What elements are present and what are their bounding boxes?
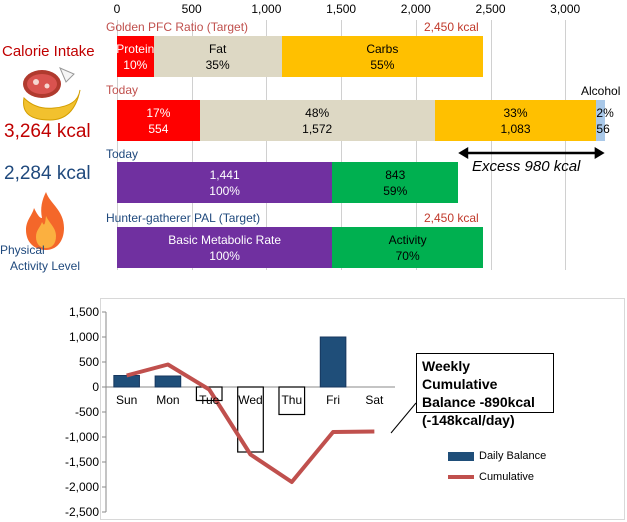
x-category-label: Mon xyxy=(156,393,179,407)
bar-segment: Basic Metabolic Rate 100% xyxy=(117,227,333,268)
x-tick-label: 0 xyxy=(113,2,121,16)
row-total-label: 2,450 kcal xyxy=(424,211,479,225)
weekly-cumulative-callout: Weekly Cumulative Balance -890kcal (-148… xyxy=(416,353,554,428)
bar-segment: Protein 10% xyxy=(116,36,155,77)
x-category-label: Tue xyxy=(199,393,220,407)
physical-activity-label: Physical Activity Level xyxy=(0,242,80,274)
intake-kcal: 3,264 kcal xyxy=(4,121,91,142)
flame-icon xyxy=(26,192,64,250)
legend-cumulative: Cumulative xyxy=(448,471,534,483)
weekly-chart-frame xyxy=(100,298,625,520)
segment-label-top: 2% xyxy=(596,105,614,120)
bar-segment: Fat 35% xyxy=(153,36,282,77)
x-tick-label: 1,000 xyxy=(251,2,282,16)
segment-label-bottom: 35% xyxy=(205,57,230,72)
segment-label-top: 843 xyxy=(385,167,406,182)
segment-label-top: Basic Metabolic Rate xyxy=(168,232,281,247)
x-gridline xyxy=(490,20,492,270)
segment-label-top: 1,441 xyxy=(209,167,240,182)
bar-segment: 843 59% xyxy=(332,162,459,203)
y-tick-label: -1,000 xyxy=(65,430,99,444)
x-category-label: Fri xyxy=(326,393,340,407)
legend-daily-balance-swatch xyxy=(448,451,474,461)
row-title: Today xyxy=(106,83,139,97)
callout-pointer xyxy=(390,402,417,434)
row-title: Today xyxy=(106,147,139,161)
x-gridline xyxy=(266,20,268,270)
segment-label-bottom: 10% xyxy=(123,57,148,72)
x-tick-label: 3,000 xyxy=(550,2,581,16)
segment-label-top: 48% xyxy=(305,105,330,120)
weekly-balance-chart: 1,500 1,000 500 0 -500 -1,000 -1,500 -2,000 -2,5… xyxy=(65,305,417,519)
daily-balance-bar xyxy=(154,375,182,388)
segment-label-top: 33% xyxy=(503,105,528,120)
x-category-label: Sun xyxy=(116,393,137,407)
bar-segment: Carbs 55% xyxy=(281,36,484,77)
excess-arrow-head xyxy=(458,147,469,159)
pfc-horizontal-chart: 0 500 1,000 1,500 2,000 2,500 3,000 Golden PFC … xyxy=(106,2,621,270)
segment-label-bottom: 59% xyxy=(383,183,408,198)
calorie-intake-label: Calorie Intake xyxy=(2,43,95,60)
y-tick-label: 0 xyxy=(92,380,99,394)
bar-segment: 17% 554 xyxy=(117,100,200,141)
x-gridline xyxy=(117,20,118,270)
segment-label-bottom: 1,083 xyxy=(500,121,531,136)
x-category-label: Thu xyxy=(281,393,302,407)
segment-label-top: Carbs xyxy=(366,41,399,56)
segment-label-bottom: 100% xyxy=(209,183,240,198)
x-gridline xyxy=(415,20,417,270)
legend-cumulative-label: Cumulative xyxy=(479,471,535,483)
excess-arrow-head xyxy=(594,147,605,159)
daily-balance-bar xyxy=(113,375,140,388)
legend-daily-balance: Daily Balance xyxy=(448,450,546,462)
excess-arrow xyxy=(458,147,605,159)
segment-label-bottom: 70% xyxy=(395,248,420,263)
y-tick-label: 1,500 xyxy=(69,305,99,319)
x-tick-label: 2,500 xyxy=(475,2,506,16)
x-gridline xyxy=(341,20,343,270)
physical-label-line2: Activity Level xyxy=(10,259,81,273)
segment-label-bottom: 554 xyxy=(148,121,169,136)
x-category-label: Wed xyxy=(238,393,262,407)
segment-label-bottom: 55% xyxy=(370,57,395,72)
y-tick-label: -500 xyxy=(75,405,99,419)
daily-balance-bar xyxy=(319,336,347,388)
x-category-label: Sat xyxy=(365,393,384,407)
cumulative-line xyxy=(126,362,375,484)
y-tick-label: 500 xyxy=(79,355,99,369)
y-tick-label: -1,500 xyxy=(65,455,99,469)
row-total-label: 2,450 kcal xyxy=(424,20,479,34)
segment-label-bottom: 100% xyxy=(209,248,240,263)
legend-cumulative-swatch xyxy=(448,475,474,480)
bar-segment: 1,441 100% xyxy=(117,162,333,203)
row-title: Golden PFC Ratio (Target) xyxy=(106,20,249,34)
y-tick-label: 1,000 xyxy=(69,330,99,344)
row-title: Hunter-gatherer PAL (Target) xyxy=(106,211,261,225)
legend-daily-balance-label: Daily Balance xyxy=(479,450,547,462)
bar-segment: 33% 1,083 xyxy=(434,100,597,141)
daily-balance-bar xyxy=(278,386,306,416)
segment-label-top: Protein xyxy=(116,41,155,56)
bar-segment: Activity 70% xyxy=(332,227,484,268)
y-tick-label: -2,000 xyxy=(65,480,99,494)
x-tick-label: 2,000 xyxy=(400,2,431,16)
expenditure-kcal: 2,284 kcal xyxy=(4,163,91,184)
food-icon xyxy=(23,67,81,121)
segment-label-bottom: 1,572 xyxy=(302,121,333,136)
alcohol-label: Alcohol xyxy=(581,84,621,98)
segment-label-bottom: 56 xyxy=(596,121,610,136)
bar-segment: 48% 1,572 xyxy=(199,100,435,141)
segment-label-top: 17% xyxy=(146,105,171,120)
segment-label-top: Fat xyxy=(208,41,227,56)
segment-label-top: Activity xyxy=(388,232,427,247)
x-tick-label: 500 xyxy=(181,2,202,16)
physical-label-line1: Physical xyxy=(0,243,45,257)
y-tick-label: -2,500 xyxy=(65,505,99,519)
excess-annotation-label: Excess 980 kcal xyxy=(472,158,581,175)
x-tick-label: 1,500 xyxy=(326,2,357,16)
x-gridline xyxy=(565,20,567,270)
x-gridline xyxy=(191,20,193,270)
bar-segment: 2% 56 xyxy=(596,100,614,141)
